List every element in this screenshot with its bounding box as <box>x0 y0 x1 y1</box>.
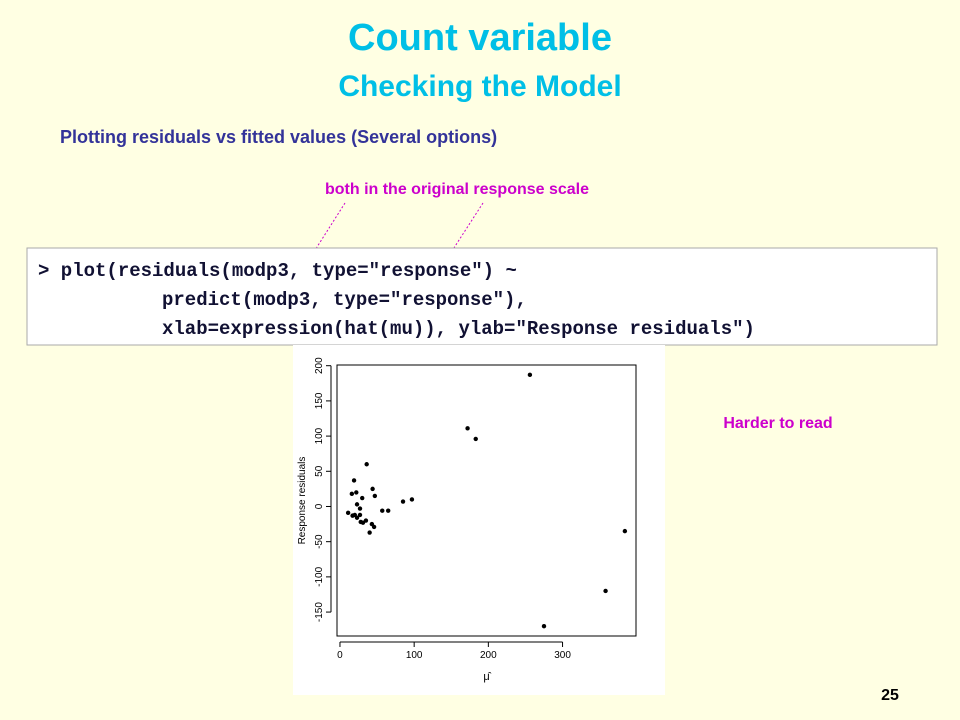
y-tick-label: 150 <box>314 392 325 409</box>
code-box <box>26 247 938 346</box>
plot-panel <box>293 345 665 695</box>
y-tick-label: 50 <box>314 465 325 477</box>
point <box>354 502 360 507</box>
point <box>541 623 547 629</box>
y-tick-label: -50 <box>314 534 325 549</box>
heading: Plotting residuals vs fitted values (Sev… <box>60 127 497 147</box>
note: Harder to read <box>723 415 832 432</box>
point <box>385 508 391 513</box>
annotation: both in the original response scale <box>325 181 589 198</box>
y-axis-label: Response residuals <box>297 457 308 545</box>
scatter-plot: 0 100 200 300 -150 -100 -50 0 50 100 150 200 μ̂ Respo… <box>297 357 637 683</box>
point <box>622 528 628 534</box>
page-number: 25 <box>881 687 899 704</box>
point <box>367 530 372 535</box>
code-line: predict(modp3, type="response"), <box>162 289 527 311</box>
point <box>372 493 378 499</box>
point <box>380 508 385 513</box>
point <box>354 490 359 495</box>
y-tick-label: -100 <box>314 566 325 586</box>
subtitle: Checking the Model <box>338 70 621 103</box>
title: Count variable <box>348 17 612 59</box>
code-line: xlab=expression(hat(mu)), ylab="Response… <box>162 318 755 340</box>
point <box>409 497 415 502</box>
point <box>357 506 363 511</box>
code-line: > plot(residuals(modp3, type="response")… <box>38 260 517 282</box>
point <box>603 588 608 594</box>
point <box>352 512 358 518</box>
point <box>349 491 355 497</box>
y-tick-label: 200 <box>314 357 325 374</box>
point <box>400 499 406 504</box>
point <box>370 486 375 492</box>
y-tick-label: -150 <box>314 602 325 622</box>
point <box>473 436 478 442</box>
x-tick-label: 0 <box>337 650 343 661</box>
x-tick-label: 200 <box>480 650 497 661</box>
point <box>527 372 533 378</box>
point <box>465 426 470 431</box>
plot-frame <box>336 364 637 637</box>
point <box>364 462 369 467</box>
point <box>360 520 366 525</box>
x-tick-label: 100 <box>406 650 423 661</box>
x-axis-label: μ̂ <box>483 671 491 683</box>
point <box>360 495 365 501</box>
x-tick-label: 300 <box>554 650 571 661</box>
point <box>371 524 377 530</box>
y-tick-label: 0 <box>314 503 325 509</box>
pointer-line <box>309 202 346 259</box>
y-tick-label: 100 <box>314 427 325 444</box>
point <box>357 512 363 518</box>
point <box>351 478 357 483</box>
point <box>345 510 351 516</box>
